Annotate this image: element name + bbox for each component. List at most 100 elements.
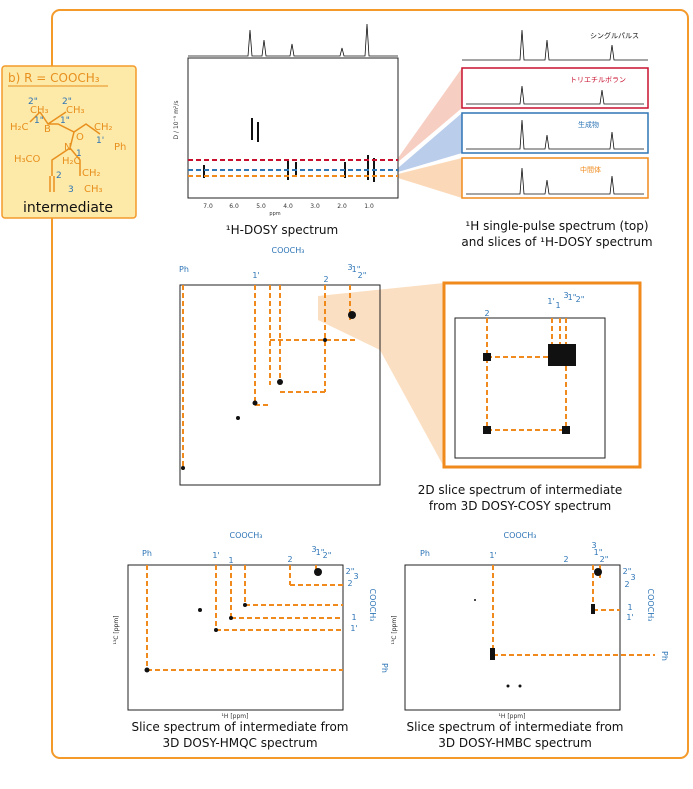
atom: 1" xyxy=(34,116,44,126)
atom: B xyxy=(44,124,51,135)
dosy-caption: ¹H-DOSY spectrum xyxy=(226,223,338,237)
y-label: ¹³C [ppm] xyxy=(113,615,120,644)
peak-label: 2 xyxy=(287,555,292,564)
single-pulse-spectrum xyxy=(462,29,648,61)
peak-label: Ph xyxy=(179,265,189,274)
atom: 3 xyxy=(68,185,74,195)
cone-red xyxy=(398,68,462,162)
structure-caption: intermediate xyxy=(23,200,113,216)
x-tick-label: 2.0 xyxy=(337,203,347,210)
cone-blue xyxy=(398,113,462,172)
x-tick-label: 3.0 xyxy=(310,203,320,210)
dosy-peaks xyxy=(203,118,375,182)
peak-label: 2" xyxy=(576,295,585,304)
atom: CH₂ xyxy=(94,122,113,133)
x-tick-label: 5.0 xyxy=(256,203,266,210)
hmqc-caption: 3D DOSY-HMQC spectrum xyxy=(162,736,317,750)
dosy-top-spectrum xyxy=(188,23,398,57)
peak-label: Ph xyxy=(420,549,430,558)
bonds xyxy=(29,111,101,192)
peak-label: 2" xyxy=(323,551,332,560)
peak-label: 2" xyxy=(346,567,355,576)
peak-label: 1" xyxy=(594,548,603,557)
x-unit: ppm xyxy=(269,211,280,217)
peak-label: 1 xyxy=(228,556,233,565)
peak-label: 2" xyxy=(358,271,367,280)
dosy-panel: 7.0 6.0 5.0 4.0 3.0 2.0 1.0 ppm D / 10⁻⁹… xyxy=(173,23,462,237)
atom: 2 xyxy=(56,171,62,181)
inset-plot xyxy=(454,317,606,459)
outer-frame xyxy=(51,9,689,759)
structure-title: b) R = COOCH₃ xyxy=(8,71,100,85)
zoom-cone xyxy=(318,283,444,467)
peak-label: 1' xyxy=(212,551,219,560)
structure-bg xyxy=(1,65,137,219)
x-tick-label: 7.0 xyxy=(203,203,213,210)
peak-label: 2 xyxy=(563,555,568,564)
atom: H₂C xyxy=(10,122,29,133)
hmbc-frame xyxy=(404,564,621,711)
peak-label: 1 xyxy=(555,301,560,310)
atom: 2" xyxy=(62,97,72,107)
peak-label: COOCH₃ xyxy=(646,589,655,622)
cone-orange xyxy=(398,158,462,198)
y-label: ¹³C [ppm] xyxy=(391,615,398,644)
slice-label: シングルパルス xyxy=(590,31,639,40)
structure-box: b) R = COOCH₃ 2" 2" CH₃ CH₃ 1" 1" H₂C B … xyxy=(1,65,137,219)
x-label: ¹H [ppm] xyxy=(499,713,526,720)
peak-label: 2 xyxy=(347,579,352,588)
x-tick-label: 6.0 xyxy=(229,203,239,210)
peak-label: 2" xyxy=(623,567,632,576)
slices-caption: and slices of ¹H-DOSY spectrum xyxy=(461,235,652,249)
peak-label: 1' xyxy=(489,551,496,560)
hmbc-caption: Slice spectrum of intermediate from xyxy=(406,720,623,734)
x-tick-label: 1.0 xyxy=(364,203,374,210)
slice-spectrum xyxy=(466,85,644,105)
atom: H₂C xyxy=(62,156,81,167)
atom: O xyxy=(76,132,84,143)
correlation-lines xyxy=(182,285,355,470)
cosy-caption: from 3D DOSY-COSY spectrum xyxy=(429,499,611,513)
atom: 2" xyxy=(28,97,38,107)
cosy-peaks xyxy=(181,311,356,470)
peak-label: COOCH₃ xyxy=(230,531,263,540)
hmqc-panel: Ph 1' 1 COOCH₃ 2 3 1" 2" 2" 3 2 COOCH₃ 1… xyxy=(113,531,389,750)
y-label: D / 10⁻⁹ m²/s xyxy=(173,101,180,140)
peak-label: 1" xyxy=(352,265,361,274)
peak-label: 3 xyxy=(591,541,596,550)
atom: 1" xyxy=(60,116,70,126)
atom: N xyxy=(64,142,71,153)
atom: CH₃ xyxy=(84,184,103,195)
atom: CH₃ xyxy=(66,105,85,116)
slice-label: 中間体 xyxy=(580,165,601,174)
peak-label: 2 xyxy=(484,309,489,318)
atom: Ph xyxy=(114,142,126,153)
slice-box-red xyxy=(461,67,649,109)
cosy-caption: 2D slice spectrum of intermediate xyxy=(418,483,623,497)
slice-spectrum xyxy=(466,119,644,150)
peak-label: COOCH₃ xyxy=(504,531,537,540)
peak-label: COOCH₃ xyxy=(272,246,305,255)
inset-frame xyxy=(442,281,642,469)
cosy-panel: Ph 1' COOCH₃ 2 3 1" 2" 2 1' 1 3 1" 2" 2D… xyxy=(179,246,642,513)
atom: CH₂ xyxy=(82,168,101,179)
slice-label: 生成物 xyxy=(578,120,599,129)
peak-label: 3 xyxy=(311,545,316,554)
hmbc-panel: Ph 1' COOCH₃ 2 3 1" 2" 2" 3 2 COOCH₃ 1 1… xyxy=(391,531,669,750)
atom: 1' xyxy=(96,136,104,146)
peak-label: 1" xyxy=(316,548,325,557)
slice-label: トリエチルボラン xyxy=(570,76,626,84)
peak-label: 1 xyxy=(351,613,356,622)
hmqc-caption: Slice spectrum of intermediate from xyxy=(131,720,348,734)
slices-caption: ¹H single-pulse spectrum (top) xyxy=(465,219,648,233)
x-tick-label: 4.0 xyxy=(283,203,293,210)
peak-label: 2 xyxy=(624,580,629,589)
peak-label: Ph xyxy=(380,663,389,673)
peak-label: Ph xyxy=(660,651,669,661)
peak-label: 1' xyxy=(626,613,633,622)
peak-label: 1 xyxy=(627,603,632,612)
peak-label: Ph xyxy=(142,549,152,558)
peak-label: 3 xyxy=(563,291,568,300)
correlation-lines xyxy=(492,565,655,656)
peak-label: 3 xyxy=(347,263,352,272)
